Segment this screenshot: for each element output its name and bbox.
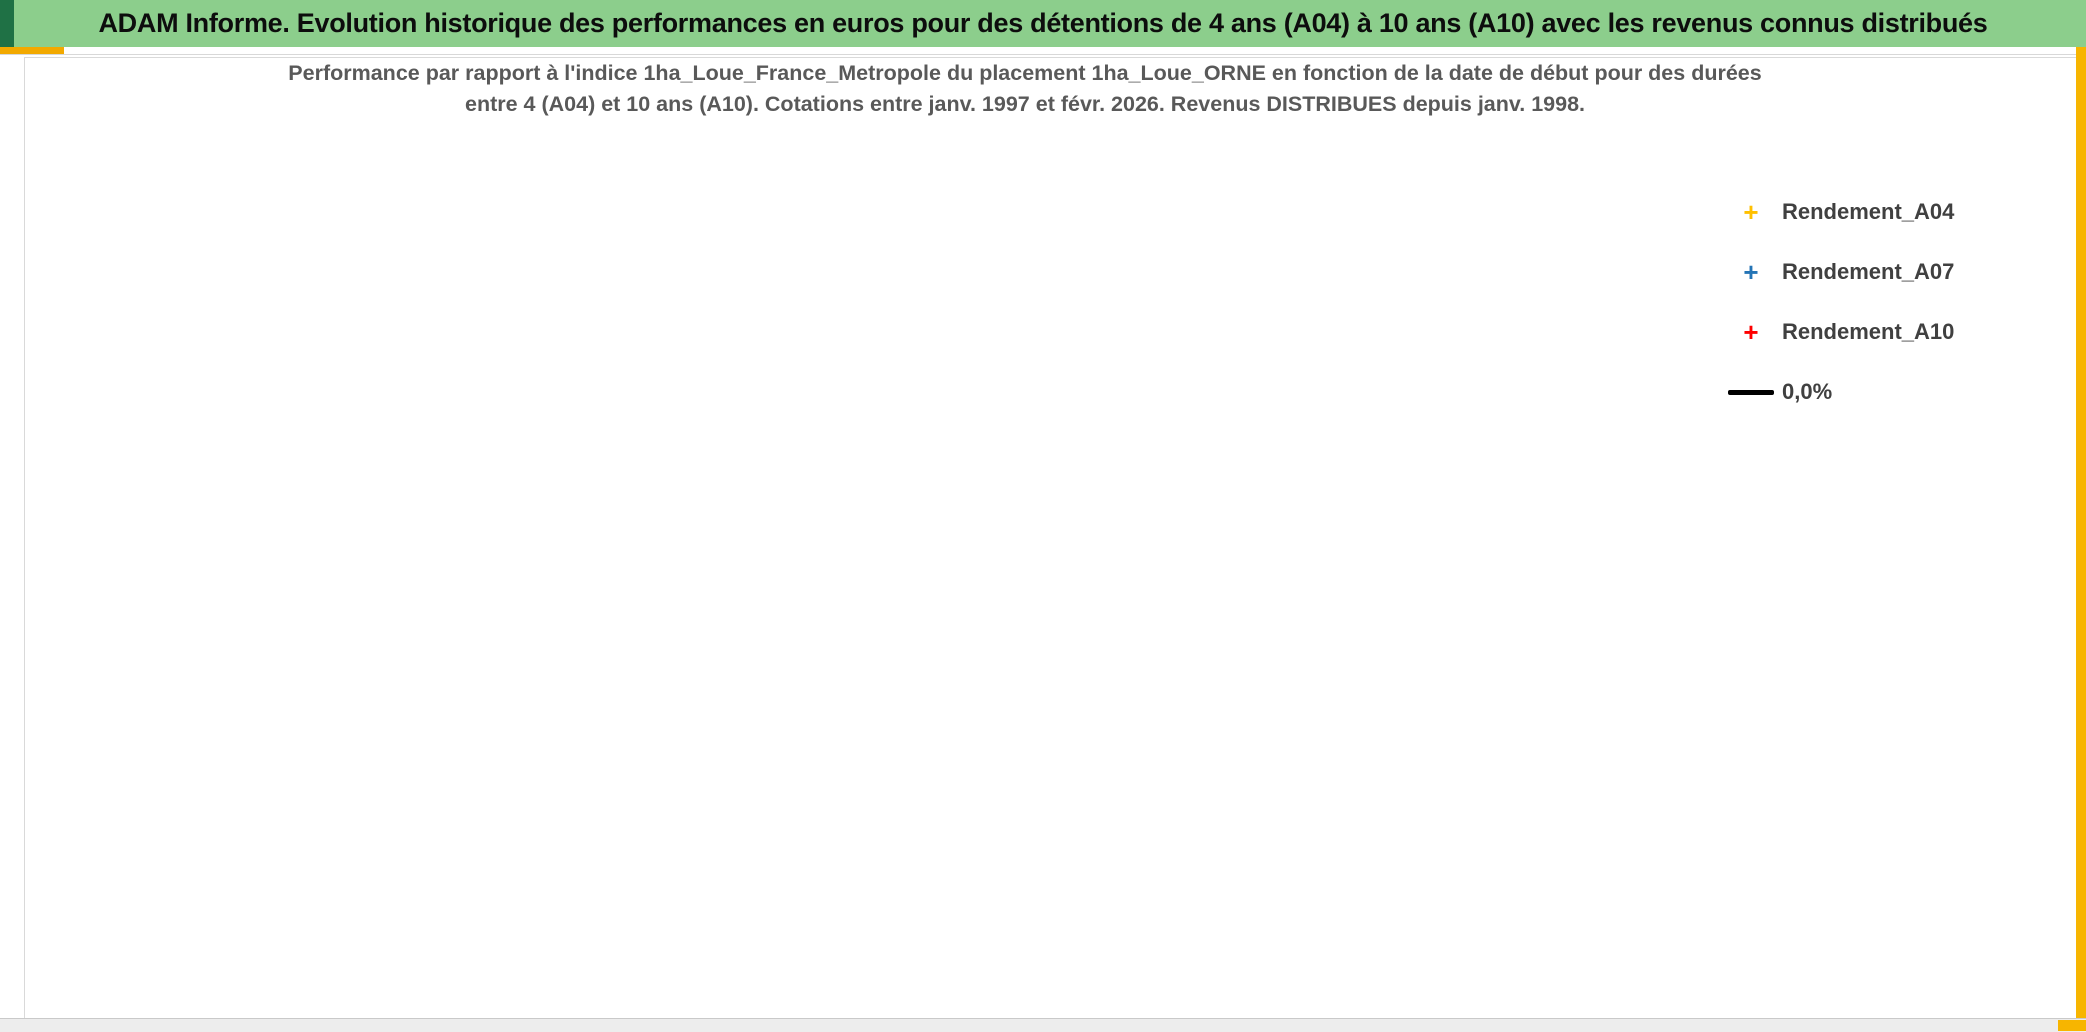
bottom-gray-strip [0, 1018, 2086, 1032]
line-marker-icon [1728, 389, 1774, 395]
chart-title: Performance par rapport à l'indice 1ha_L… [110, 58, 1940, 120]
chart-legend[interactable]: + Rendement_A04 + Rendement_A07 + Rendem… [1728, 178, 2018, 426]
corner-accent-teal [0, 0, 14, 47]
sheet-title-bar: ADAM Informe. Evolution historique des p… [0, 0, 2086, 47]
chart-title-line2: entre 4 (A04) et 10 ans (A10). Cotations… [464, 92, 1586, 116]
legend-item-rendement-a04[interactable]: + Rendement_A04 [1728, 182, 2018, 242]
chart-title-line1: Performance par rapport à l'indice 1ha_L… [288, 61, 1762, 85]
legend-item-rendement-a10[interactable]: + Rendement_A10 [1728, 302, 2018, 362]
legend-label: 0,0% [1782, 379, 1833, 404]
plus-marker-icon: + [1743, 317, 1759, 347]
plus-marker-icon: + [1743, 197, 1759, 227]
orange-strip-right [2076, 47, 2086, 1031]
plus-marker-icon: + [1743, 257, 1759, 287]
legend-item-zero-line[interactable]: 0,0% [1728, 362, 2018, 422]
divider-line [0, 54, 2086, 55]
legend-label: Rendement_A07 [1782, 259, 1955, 284]
sheet-title: ADAM Informe. Evolution historique des p… [98, 8, 1988, 38]
orange-corner-bottom-right [2058, 1020, 2086, 1031]
legend-label: Rendement_A04 [1782, 199, 1955, 224]
orange-strip-left [0, 47, 64, 54]
legend-item-rendement-a07[interactable]: + Rendement_A07 [1728, 242, 2018, 302]
legend-label: Rendement_A10 [1782, 319, 1955, 344]
